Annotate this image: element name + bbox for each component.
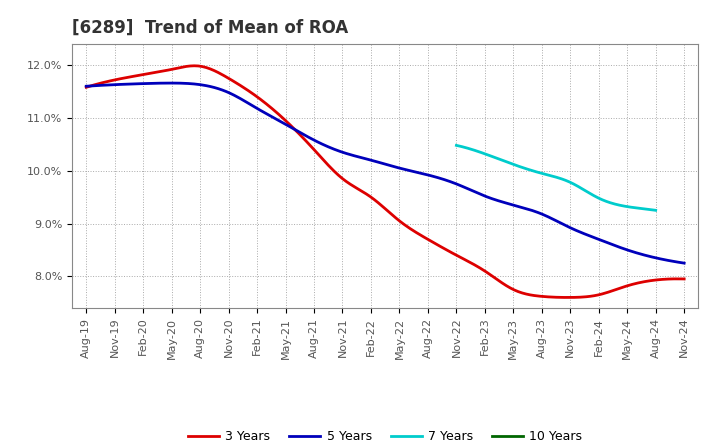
- 5 Years: [166, 81, 174, 86]
- 5 Years: [438, 176, 446, 182]
- 3 Years: [84, 84, 93, 89]
- 5 Years: [626, 248, 634, 253]
- 5 Years: [588, 234, 596, 239]
- 7 Years: [633, 205, 642, 211]
- 3 Years: [190, 63, 199, 69]
- Line: 3 Years: 3 Years: [86, 66, 684, 297]
- 5 Years: [450, 180, 459, 186]
- 5 Years: [440, 177, 449, 182]
- 7 Years: [574, 184, 582, 189]
- 5 Years: [84, 84, 93, 89]
- 3 Years: [440, 246, 449, 251]
- 7 Years: [570, 182, 579, 187]
- 7 Years: [620, 203, 629, 209]
- Text: [6289]  Trend of Mean of ROA: [6289] Trend of Mean of ROA: [72, 19, 348, 37]
- Legend: 3 Years, 5 Years, 7 Years, 10 Years: 3 Years, 5 Years, 7 Years, 10 Years: [183, 425, 588, 440]
- 3 Years: [680, 276, 688, 282]
- 3 Years: [590, 293, 598, 298]
- 7 Years: [452, 143, 461, 148]
- 7 Years: [571, 182, 580, 187]
- 3 Years: [628, 282, 636, 287]
- 3 Years: [438, 245, 446, 250]
- 3 Years: [450, 251, 459, 257]
- 5 Years: [82, 84, 91, 89]
- 7 Years: [652, 208, 660, 213]
- Line: 5 Years: 5 Years: [86, 83, 684, 263]
- 7 Years: [453, 143, 462, 148]
- 5 Years: [680, 260, 688, 266]
- 3 Years: [82, 84, 91, 90]
- 3 Years: [564, 295, 572, 300]
- Line: 7 Years: 7 Years: [456, 145, 656, 210]
